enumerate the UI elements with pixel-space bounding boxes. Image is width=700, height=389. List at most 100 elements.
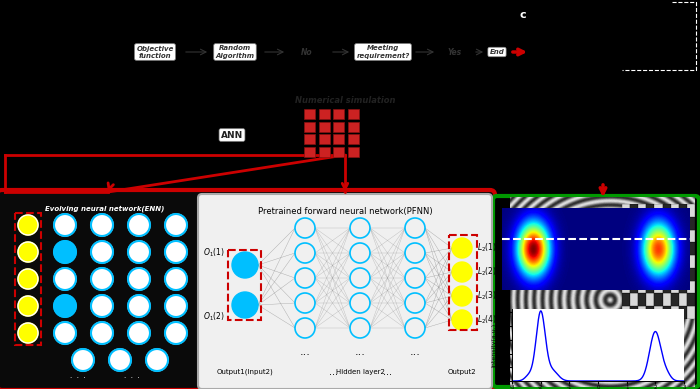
Circle shape [18, 323, 38, 343]
Text: ...: ... [355, 347, 365, 357]
Bar [622, 242, 630, 255]
Bar [671, 281, 679, 293]
Bar [671, 255, 679, 268]
Bar [318, 147, 330, 157]
Bar [671, 204, 679, 217]
Text: $O_1(1)$: $O_1(1)$ [203, 247, 225, 259]
Text: Pretrained forward neural network(PFNN): Pretrained forward neural network(PFNN) [258, 207, 433, 216]
Bar [663, 242, 671, 255]
Bar [348, 147, 359, 157]
Bar [671, 268, 679, 281]
FancyBboxPatch shape [198, 194, 492, 389]
Bar [622, 293, 630, 306]
Text: Numerical simulation: Numerical simulation [295, 96, 395, 105]
Bar [671, 230, 679, 242]
Bar [671, 217, 679, 230]
Bar [679, 217, 687, 230]
Circle shape [54, 322, 76, 344]
Bar [646, 204, 654, 217]
Bar [687, 242, 695, 255]
Bar [679, 242, 687, 255]
Bar [630, 268, 638, 281]
Bar [646, 268, 654, 281]
Circle shape [128, 268, 150, 290]
Bar [654, 306, 663, 319]
Bar [646, 217, 654, 230]
Text: ·  ·  ·                 ·  ·  ·: · · · · · · [70, 375, 140, 381]
Circle shape [165, 295, 187, 317]
Text: Random
Algorithm: Random Algorithm [216, 46, 255, 59]
Bar [654, 293, 663, 306]
Bar [646, 242, 654, 255]
Bar [687, 268, 695, 281]
Bar [630, 242, 638, 255]
Bar [304, 122, 316, 132]
Bar [679, 293, 687, 306]
Bar [679, 204, 687, 217]
Circle shape [54, 295, 76, 317]
Bar [687, 230, 695, 242]
Bar [630, 204, 638, 217]
Bar [15, 213, 41, 345]
Bar [654, 281, 663, 293]
Bar [687, 306, 695, 319]
Bar [654, 255, 663, 268]
Bar [663, 293, 671, 306]
Text: ...: ... [384, 367, 393, 377]
Y-axis label: Intensity(a.u.): Intensity(a.u.) [491, 323, 496, 367]
Circle shape [18, 269, 38, 289]
Text: ...: ... [410, 347, 421, 357]
Text: x(mm): x(mm) [583, 298, 608, 307]
Bar [687, 255, 695, 268]
Bar [228, 250, 261, 320]
Circle shape [109, 349, 131, 371]
Text: c: c [519, 10, 526, 20]
Text: $L_2(3)$: $L_2(3)$ [477, 290, 497, 302]
FancyBboxPatch shape [493, 196, 699, 387]
Bar [333, 147, 344, 157]
Bar [318, 122, 330, 132]
Circle shape [165, 268, 187, 290]
Text: Hidden layer2: Hidden layer2 [335, 369, 384, 375]
FancyBboxPatch shape [0, 190, 495, 389]
Circle shape [128, 322, 150, 344]
Circle shape [452, 310, 472, 330]
Bar [304, 109, 316, 119]
Circle shape [165, 322, 187, 344]
Text: ...: ... [328, 367, 337, 377]
Circle shape [165, 214, 187, 236]
Bar [630, 293, 638, 306]
Bar [663, 306, 671, 319]
Text: Evolving neural network(ENN): Evolving neural network(ENN) [46, 205, 164, 212]
Circle shape [91, 214, 113, 236]
Text: ANN: ANN [221, 130, 243, 140]
Bar [333, 109, 344, 119]
Bar [687, 217, 695, 230]
Bar [646, 306, 654, 319]
Bar [630, 255, 638, 268]
Bar [663, 281, 671, 293]
Bar [638, 217, 646, 230]
Text: $L_2(1)$: $L_2(1)$ [477, 242, 497, 254]
Bar [449, 235, 477, 330]
Circle shape [128, 241, 150, 263]
Bar [654, 242, 663, 255]
Bar [654, 230, 663, 242]
Bar [687, 293, 695, 306]
Bar [679, 281, 687, 293]
Bar [638, 242, 646, 255]
Circle shape [146, 349, 168, 371]
Bar [646, 293, 654, 306]
Circle shape [18, 242, 38, 262]
Bar [348, 135, 359, 144]
Circle shape [91, 268, 113, 290]
Bar [348, 122, 359, 132]
Bar [304, 147, 316, 157]
Bar [318, 135, 330, 144]
Bar [630, 281, 638, 293]
Bar [654, 268, 663, 281]
Text: Objective
function: Objective function [136, 46, 174, 59]
Bar [638, 268, 646, 281]
Text: $L_2(4)$: $L_2(4)$ [477, 314, 497, 326]
Circle shape [452, 262, 472, 282]
